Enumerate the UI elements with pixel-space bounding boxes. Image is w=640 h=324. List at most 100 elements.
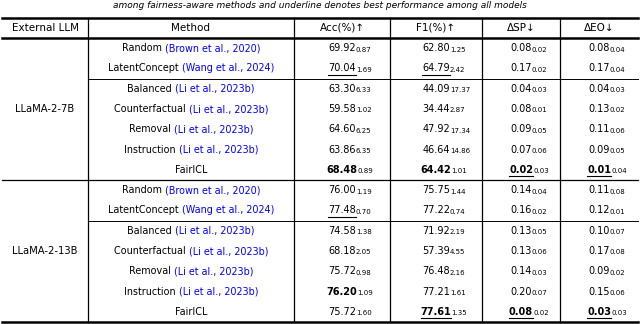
Text: 14.86: 14.86 [450, 148, 470, 154]
Text: Instruction: Instruction [124, 286, 179, 296]
Text: 69.92: 69.92 [328, 43, 356, 53]
Text: 71.92: 71.92 [422, 226, 450, 236]
Text: Balanced: Balanced [127, 226, 175, 236]
Text: (Li et al., 2023b): (Li et al., 2023b) [173, 266, 253, 276]
Text: 0.02: 0.02 [532, 47, 547, 52]
Text: 2.05: 2.05 [356, 249, 371, 256]
Text: 0.08: 0.08 [510, 104, 532, 114]
Text: Method: Method [172, 23, 211, 33]
Text: 0.08: 0.08 [588, 43, 610, 53]
Text: 63.30: 63.30 [328, 84, 356, 94]
Text: 1.61: 1.61 [450, 290, 466, 296]
Text: 0.06: 0.06 [610, 128, 625, 134]
Text: 76.48: 76.48 [422, 266, 450, 276]
Text: (Li et al., 2023b): (Li et al., 2023b) [179, 145, 258, 155]
Text: 57.39: 57.39 [422, 246, 450, 256]
Text: 0.17: 0.17 [588, 64, 610, 74]
Text: (Brown et al., 2020): (Brown et al., 2020) [164, 185, 260, 195]
Text: among fairness-aware methods and underline denotes best performance among all mo: among fairness-aware methods and underli… [113, 1, 527, 10]
Text: 0.05: 0.05 [532, 229, 547, 235]
Text: 6.33: 6.33 [356, 87, 371, 93]
Text: 0.08: 0.08 [509, 307, 533, 317]
Text: 0.17: 0.17 [588, 246, 610, 256]
Text: 0.03: 0.03 [532, 87, 547, 93]
Text: 75.75: 75.75 [422, 185, 450, 195]
Text: 0.04: 0.04 [510, 84, 532, 94]
Text: 0.02: 0.02 [610, 108, 625, 113]
Text: 1.25: 1.25 [450, 47, 465, 52]
Text: 17.34: 17.34 [450, 128, 470, 134]
Text: 47.92: 47.92 [422, 124, 450, 134]
Text: 1.35: 1.35 [451, 310, 467, 316]
Text: 0.04: 0.04 [610, 47, 625, 52]
Text: 0.13: 0.13 [588, 104, 610, 114]
Text: 77.22: 77.22 [422, 205, 450, 215]
Text: 0.74: 0.74 [450, 209, 466, 215]
Text: 0.02: 0.02 [509, 165, 533, 175]
Text: (Wang et al., 2024): (Wang et al., 2024) [182, 64, 274, 74]
Text: ΔSP↓: ΔSP↓ [507, 23, 536, 33]
Text: 0.07: 0.07 [532, 290, 547, 296]
Text: 0.13: 0.13 [510, 246, 532, 256]
Text: 1.02: 1.02 [356, 108, 371, 113]
Text: 0.09: 0.09 [588, 145, 610, 155]
Text: Acc(%)↑: Acc(%)↑ [319, 23, 365, 33]
Text: 17.37: 17.37 [450, 87, 470, 93]
Text: 1.69: 1.69 [356, 67, 372, 73]
Text: 0.15: 0.15 [588, 286, 610, 296]
Text: 0.14: 0.14 [510, 185, 532, 195]
Text: 0.07: 0.07 [510, 145, 532, 155]
Text: 0.02: 0.02 [610, 270, 625, 276]
Text: 0.01: 0.01 [587, 165, 611, 175]
Text: 0.03: 0.03 [611, 310, 627, 316]
Text: 4.55: 4.55 [450, 249, 465, 256]
Text: 46.64: 46.64 [422, 145, 450, 155]
Text: LatentConcept: LatentConcept [108, 64, 182, 74]
Text: 34.44: 34.44 [422, 104, 450, 114]
Text: 0.12: 0.12 [588, 205, 610, 215]
Text: 70.04: 70.04 [328, 64, 356, 74]
Text: 0.87: 0.87 [356, 47, 372, 52]
Text: 77.61: 77.61 [420, 307, 451, 317]
Text: 0.04: 0.04 [588, 84, 610, 94]
Text: F1(%)↑: F1(%)↑ [417, 23, 456, 33]
Text: 0.04: 0.04 [611, 168, 627, 174]
Text: 0.20: 0.20 [510, 286, 532, 296]
Text: (Li et al., 2023b): (Li et al., 2023b) [173, 124, 253, 134]
Text: 0.14: 0.14 [510, 266, 532, 276]
Text: 1.01: 1.01 [451, 168, 467, 174]
Text: 0.09: 0.09 [510, 124, 532, 134]
Text: (Li et al., 2023b): (Li et al., 2023b) [175, 84, 255, 94]
Text: Removal: Removal [129, 124, 173, 134]
Text: Instruction: Instruction [124, 145, 179, 155]
Text: 0.08: 0.08 [610, 249, 625, 256]
Text: FairICL: FairICL [175, 307, 207, 317]
Text: 76.00: 76.00 [328, 185, 356, 195]
Text: Random: Random [122, 185, 164, 195]
Text: 64.60: 64.60 [328, 124, 356, 134]
Text: Balanced: Balanced [127, 84, 175, 94]
Text: 0.03: 0.03 [610, 87, 625, 93]
Text: LLaMA-2-7B: LLaMA-2-7B [15, 104, 75, 114]
Text: Counterfactual: Counterfactual [114, 104, 189, 114]
Text: 0.11: 0.11 [588, 124, 610, 134]
Text: 0.03: 0.03 [533, 168, 548, 174]
Text: Removal: Removal [129, 266, 173, 276]
Text: (Li et al., 2023b): (Li et al., 2023b) [189, 104, 268, 114]
Text: 0.11: 0.11 [588, 185, 610, 195]
Text: 77.48: 77.48 [328, 205, 356, 215]
Text: 75.72: 75.72 [328, 307, 356, 317]
Text: 63.86: 63.86 [328, 145, 356, 155]
Text: 0.06: 0.06 [532, 249, 547, 256]
Text: 6.35: 6.35 [356, 148, 371, 154]
Text: 0.04: 0.04 [610, 67, 625, 73]
Text: 0.07: 0.07 [610, 229, 625, 235]
Text: 0.05: 0.05 [610, 148, 625, 154]
Text: 1.38: 1.38 [356, 229, 372, 235]
Text: 2.87: 2.87 [450, 108, 465, 113]
Text: 0.06: 0.06 [610, 290, 625, 296]
Text: 62.80: 62.80 [422, 43, 450, 53]
Text: 2.16: 2.16 [450, 270, 465, 276]
Text: LatentConcept: LatentConcept [108, 205, 182, 215]
Text: 0.04: 0.04 [532, 189, 547, 195]
